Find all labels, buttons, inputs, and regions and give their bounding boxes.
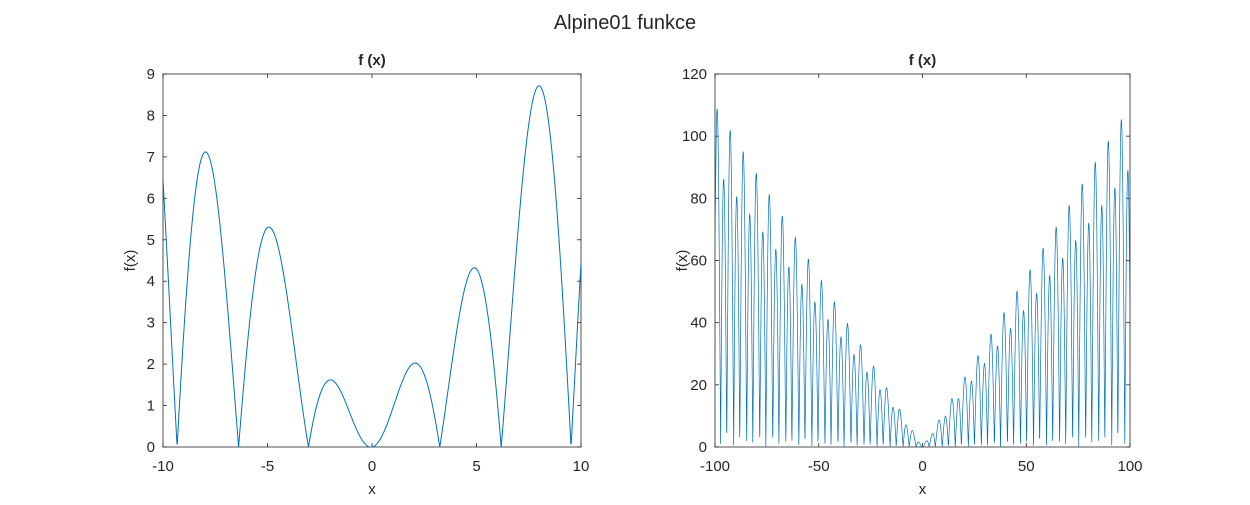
y-tick-label: 2 — [147, 356, 155, 373]
y-tick-label: 6 — [147, 190, 155, 207]
y-tick-label: 100 — [682, 128, 707, 145]
y-axis-label: f(x) — [122, 250, 139, 272]
y-tick-label: 40 — [690, 315, 707, 332]
x-tick-label: 50 — [1018, 458, 1035, 475]
y-tick-label: 1 — [147, 398, 155, 415]
x-axis-label: x — [919, 481, 927, 498]
axes-title: f (x) — [358, 52, 386, 69]
x-tick-label: 10 — [573, 458, 590, 475]
axes-1: -10 -5 0 5 10 0 1 2 3 4 5 6 7 8 9 f (x) x f(x) — [122, 52, 589, 498]
y-tick-label: 9 — [147, 66, 155, 83]
y-tick-label: 0 — [699, 439, 707, 456]
y-tick-label: 0 — [147, 439, 155, 456]
x-tick-label: 0 — [918, 458, 926, 475]
figure-title: Alpine01 funkce — [553, 12, 697, 34]
y-tick-label: 7 — [147, 149, 155, 166]
y-tick-label: 8 — [147, 107, 155, 124]
axes-title: f (x) — [909, 52, 937, 69]
x-tick-label: -10 — [152, 458, 174, 475]
y-tick-label: 120 — [682, 66, 707, 83]
x-tick-label: 0 — [368, 458, 376, 475]
axes-box — [162, 73, 582, 448]
series-line — [163, 85, 581, 447]
x-axis-label: x — [368, 481, 376, 498]
axes-box — [714, 73, 1131, 448]
y-tick-label: 4 — [147, 273, 155, 290]
y-tick-label: 5 — [147, 232, 155, 249]
x-tick-label: -50 — [808, 458, 830, 475]
y-tick-label: 20 — [690, 377, 707, 394]
x-tick-label: 5 — [472, 458, 480, 475]
x-tick-label: 100 — [1117, 458, 1142, 475]
series-line — [715, 108, 1130, 447]
y-axis-label: f(x) — [674, 250, 691, 272]
y-tick-label: 80 — [690, 190, 707, 207]
x-tick-label: -5 — [261, 458, 274, 475]
y-tick-label: 3 — [147, 315, 155, 332]
x-tick-label: -100 — [700, 458, 730, 475]
axes-2: -100 -50 0 50 100 0 20 40 60 80 100 120 f (x) x f(x) — [674, 52, 1143, 498]
y-tick-label: 60 — [690, 253, 707, 270]
